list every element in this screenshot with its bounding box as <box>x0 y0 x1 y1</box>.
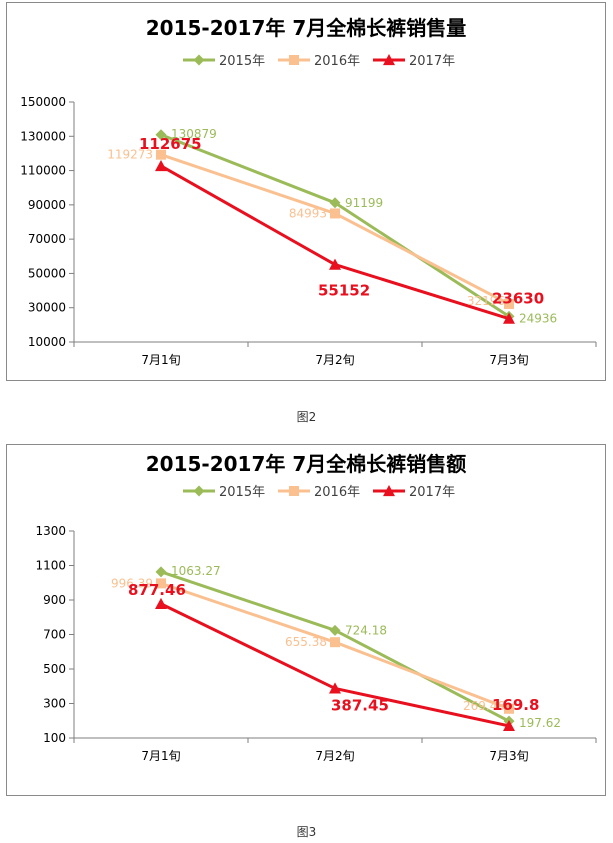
y-tick-label: 110000 <box>20 164 66 178</box>
x-tick-label: 7月1旬 <box>141 749 180 763</box>
legend-label: 2017年 <box>409 485 455 500</box>
data-point-marker <box>193 54 205 66</box>
legend-entry: 2017年 <box>373 485 455 500</box>
legend-entry: 2016年 <box>278 485 360 500</box>
figure-caption: 图2 <box>296 410 317 424</box>
data-point-marker <box>155 597 167 609</box>
x-tick-label: 7月3旬 <box>489 353 528 367</box>
chart-sales-volume: 2015-2017年 7月全棉长裤销售量 2015年 2016年 2017年 10000… <box>6 2 606 381</box>
data-point-marker <box>329 258 341 270</box>
data-label: 55152 <box>318 282 370 300</box>
data-point-marker <box>504 298 514 309</box>
data-label: 169.8 <box>492 696 539 714</box>
data-point-marker <box>156 578 166 589</box>
data-label: 269.46 <box>463 699 505 713</box>
y-tick-label: 90000 <box>28 198 66 212</box>
data-point-marker <box>383 54 395 66</box>
chart-svg: 2015-2017年 7月全棉长裤销售额 2015年 2016年 2017年 100 30… <box>35 452 597 763</box>
data-point-marker <box>155 159 167 172</box>
data-label: 23630 <box>492 290 544 308</box>
data-label: 996.39 <box>111 576 153 590</box>
legend-label: 2016年 <box>314 54 360 69</box>
data-label: 32196 <box>467 294 505 308</box>
data-label: 119273 <box>107 148 153 162</box>
y-tick-label: 700 <box>43 628 66 642</box>
data-point-marker <box>503 719 515 732</box>
data-label: 24936 <box>519 311 557 325</box>
data-point-marker <box>504 703 514 714</box>
y-tick-label: 10000 <box>28 335 66 349</box>
legend-label: 2016年 <box>314 485 360 500</box>
data-point-marker <box>383 485 395 497</box>
figure-caption: 图3 <box>296 825 317 839</box>
x-tick-label: 7月3旬 <box>489 749 528 763</box>
y-tick-label: 300 <box>43 697 66 711</box>
x-tick-label: 7月2旬 <box>315 353 354 367</box>
data-point-marker <box>330 637 340 648</box>
data-point-marker <box>289 55 299 65</box>
data-point-marker <box>330 208 340 219</box>
legend-label: 2017年 <box>409 54 455 69</box>
x-tick-label: 7月1旬 <box>141 353 180 367</box>
y-tick-label: 150000 <box>20 95 66 109</box>
data-label: 130879 <box>171 127 217 141</box>
y-tick-label: 900 <box>43 593 66 607</box>
data-point-marker <box>329 624 341 636</box>
data-label: 1063.27 <box>171 564 221 578</box>
legend-entry: 2015年 <box>183 485 265 500</box>
chart-title: 2015-2017年 7月全棉长裤销售量 <box>146 16 467 40</box>
data-label: 112675 <box>139 135 202 153</box>
y-tick-label: 50000 <box>28 266 66 280</box>
y-tick-label: 130000 <box>20 129 66 143</box>
y-tick-label: 30000 <box>28 301 66 315</box>
data-point-marker <box>193 485 205 497</box>
y-tick-label: 500 <box>43 662 66 676</box>
data-point-marker <box>329 682 341 694</box>
data-label: 387.45 <box>331 696 389 714</box>
chart-title: 2015-2017年 7月全棉长裤销售额 <box>146 452 467 476</box>
data-label: 724.18 <box>345 623 387 637</box>
y-tick-label: 1100 <box>35 559 66 573</box>
data-point-marker <box>329 197 341 209</box>
y-tick-label: 70000 <box>28 232 66 246</box>
x-tick-label: 7月2旬 <box>315 749 354 763</box>
chart-svg: 2015-2017年 7月全棉长裤销售量 2015年 2016年 2017年 10000… <box>20 16 597 367</box>
data-point-marker <box>155 566 167 578</box>
legend-label: 2015年 <box>219 485 265 500</box>
data-point-marker <box>155 129 167 141</box>
data-label: 877.46 <box>128 581 186 599</box>
legend-entry: 2015年 <box>183 54 265 69</box>
data-label: 91199 <box>345 196 383 210</box>
data-label: 197.62 <box>519 716 561 730</box>
data-label: 655.38 <box>285 635 327 649</box>
data-point-marker <box>289 486 299 496</box>
legend-label: 2015年 <box>219 54 265 69</box>
data-point-marker <box>503 312 515 324</box>
legend-entry: 2016年 <box>278 54 360 69</box>
y-tick-label: 1300 <box>35 524 66 538</box>
y-tick-label: 100 <box>43 731 66 745</box>
chart-sales-amount: 2015-2017年 7月全棉长裤销售额 2015年 2016年 2017年 100 30… <box>6 444 606 796</box>
legend-entry: 2017年 <box>373 54 455 69</box>
data-point-marker <box>156 149 166 160</box>
data-label: 84993 <box>289 206 327 220</box>
